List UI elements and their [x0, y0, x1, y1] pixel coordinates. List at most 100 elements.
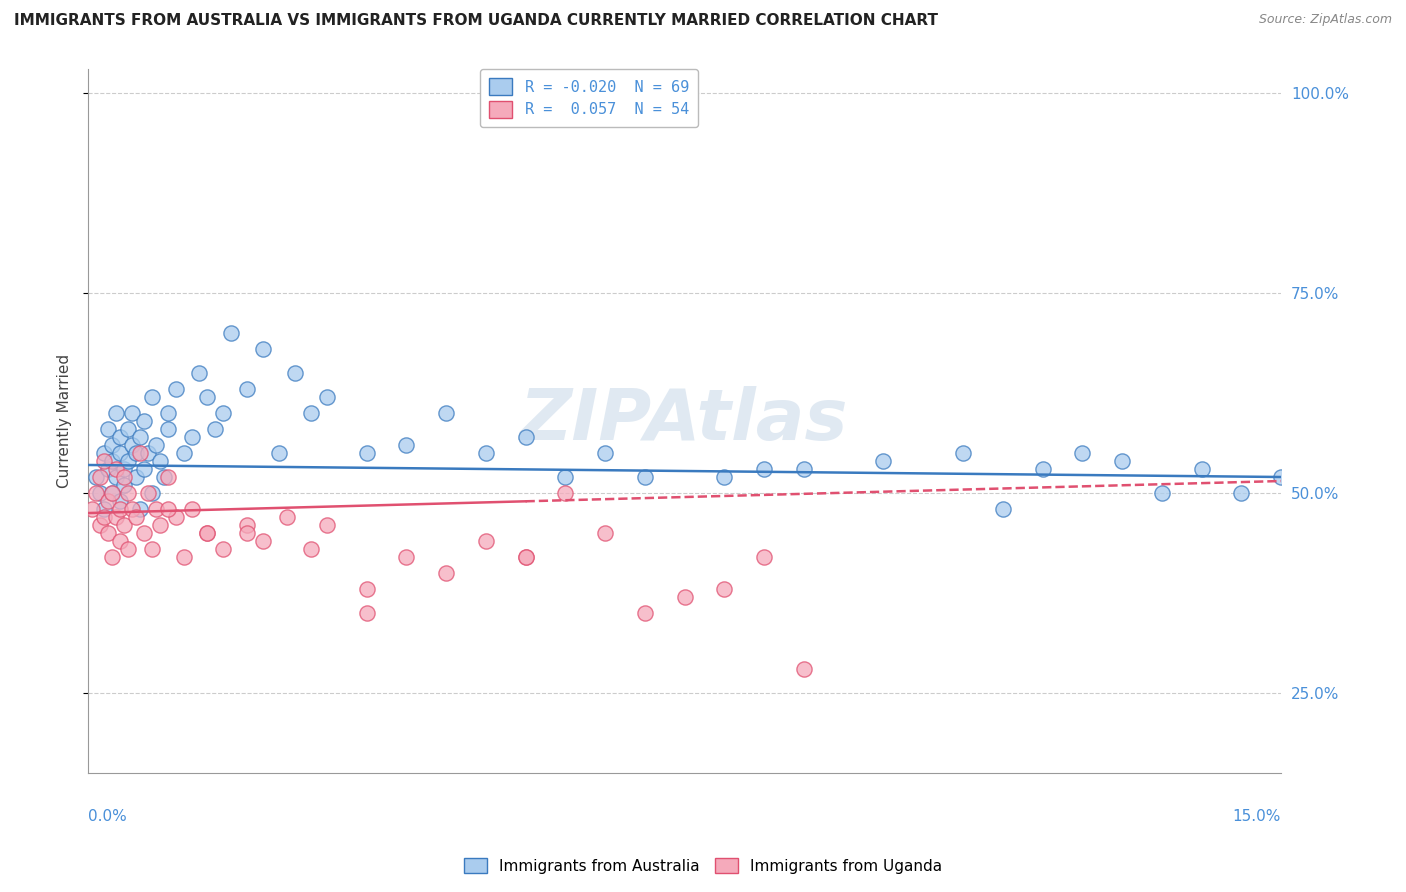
Point: [93, 510, 115, 524]
Point: [156, 470, 179, 484]
Point: [117, 454, 139, 468]
Point: [634, 606, 657, 620]
Point: [117, 486, 139, 500]
Point: [1071, 446, 1094, 460]
Point: [515, 550, 537, 565]
Legend: R = -0.020  N = 69, R =  0.057  N = 54: R = -0.020 N = 69, R = 0.057 N = 54: [481, 69, 697, 127]
Point: [554, 486, 576, 500]
Point: [84, 486, 107, 500]
Point: [89, 486, 111, 500]
Point: [299, 542, 322, 557]
Text: 15.0%: 15.0%: [1233, 809, 1281, 824]
Point: [395, 550, 418, 565]
Point: [1150, 486, 1173, 500]
Point: [93, 446, 115, 460]
Point: [125, 510, 148, 524]
Point: [104, 406, 127, 420]
Point: [125, 446, 148, 460]
Point: [475, 534, 498, 549]
Point: [952, 446, 974, 460]
Point: [101, 486, 124, 500]
Point: [315, 518, 337, 533]
Point: [356, 446, 378, 460]
Point: [515, 430, 537, 444]
Point: [108, 502, 131, 516]
Point: [188, 366, 211, 380]
Point: [101, 486, 124, 500]
Point: [395, 438, 418, 452]
Point: [136, 446, 159, 460]
Point: [165, 382, 187, 396]
Point: [793, 662, 815, 676]
Point: [117, 542, 139, 557]
Point: [1191, 462, 1213, 476]
Point: [121, 438, 143, 452]
Point: [132, 526, 155, 541]
Point: [713, 582, 735, 596]
Point: [112, 462, 135, 476]
Point: [173, 550, 195, 565]
Point: [112, 470, 135, 484]
Point: [204, 422, 226, 436]
Point: [141, 542, 163, 557]
Point: [89, 518, 111, 533]
Point: [434, 566, 457, 581]
Point: [356, 606, 378, 620]
Point: [128, 430, 150, 444]
Point: [276, 510, 298, 524]
Point: [752, 550, 775, 565]
Point: [104, 470, 127, 484]
Point: [165, 510, 187, 524]
Point: [197, 526, 219, 541]
Point: [252, 342, 274, 356]
Point: [236, 382, 259, 396]
Point: [180, 502, 202, 516]
Point: [112, 518, 135, 533]
Point: [554, 470, 576, 484]
Point: [141, 486, 163, 500]
Point: [713, 470, 735, 484]
Point: [1031, 462, 1053, 476]
Point: [315, 390, 337, 404]
Point: [284, 366, 307, 380]
Point: [149, 518, 172, 533]
Text: IMMIGRANTS FROM AUSTRALIA VS IMMIGRANTS FROM UGANDA CURRENTLY MARRIED CORRELATIO: IMMIGRANTS FROM AUSTRALIA VS IMMIGRANTS …: [14, 13, 938, 29]
Point: [97, 422, 120, 436]
Text: Source: ZipAtlas.com: Source: ZipAtlas.com: [1258, 13, 1392, 27]
Point: [299, 406, 322, 420]
Point: [101, 438, 124, 452]
Point: [156, 502, 179, 516]
Point: [156, 422, 179, 436]
Point: [101, 550, 124, 565]
Point: [152, 470, 174, 484]
Point: [128, 446, 150, 460]
Point: [104, 462, 127, 476]
Point: [121, 406, 143, 420]
Text: 0.0%: 0.0%: [89, 809, 127, 824]
Point: [475, 446, 498, 460]
Point: [117, 422, 139, 436]
Point: [108, 430, 131, 444]
Point: [97, 494, 120, 508]
Legend: Immigrants from Australia, Immigrants from Uganda: Immigrants from Australia, Immigrants fr…: [458, 852, 948, 880]
Point: [673, 590, 696, 604]
Point: [121, 502, 143, 516]
Point: [93, 502, 115, 516]
Point: [97, 462, 120, 476]
Point: [236, 518, 259, 533]
Point: [793, 462, 815, 476]
Point: [156, 406, 179, 420]
Point: [128, 502, 150, 516]
Point: [108, 446, 131, 460]
Point: [991, 502, 1014, 516]
Point: [236, 526, 259, 541]
Point: [173, 446, 195, 460]
Point: [515, 550, 537, 565]
Point: [634, 470, 657, 484]
Point: [145, 438, 167, 452]
Point: [212, 542, 235, 557]
Point: [872, 454, 894, 468]
Point: [180, 430, 202, 444]
Point: [593, 526, 616, 541]
Point: [752, 462, 775, 476]
